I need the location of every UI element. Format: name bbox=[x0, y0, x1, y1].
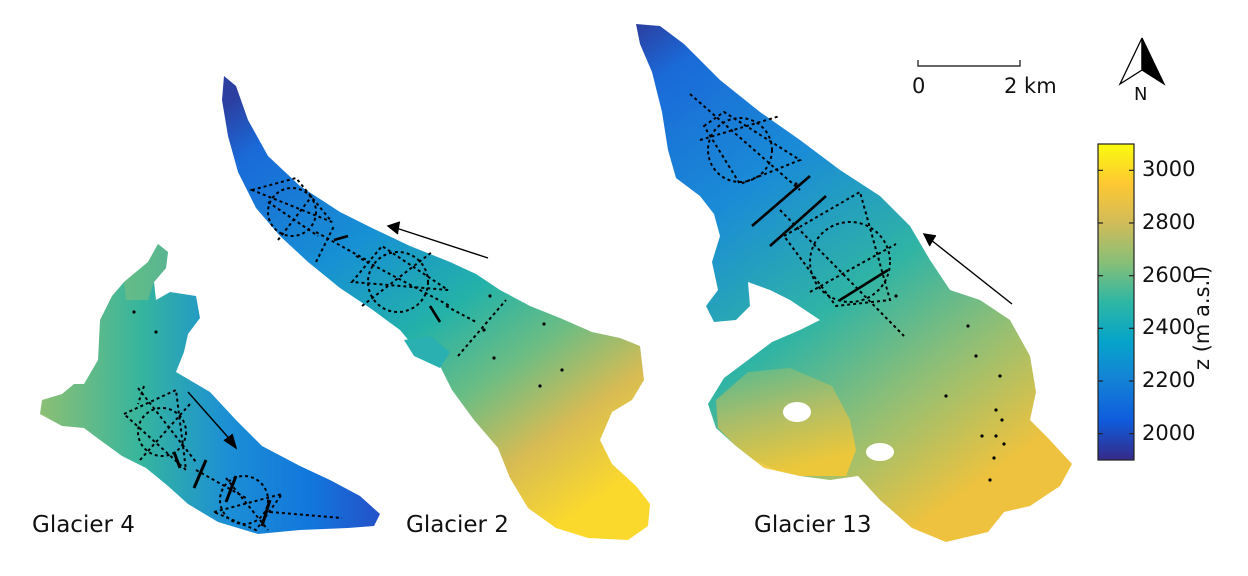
scale-bar-end-label: 2 km bbox=[1004, 74, 1057, 98]
north-arrow-icon bbox=[1118, 37, 1166, 86]
glacier-4-profile-4 bbox=[260, 499, 272, 527]
glacier-2-outline bbox=[222, 76, 650, 540]
glacier-13-outline bbox=[636, 24, 1072, 542]
glacier-4-cross-profiles bbox=[172, 451, 272, 527]
glacier-4-survey-tracks bbox=[122, 385, 343, 532]
glacier-13-survey-tracks bbox=[689, 93, 905, 337]
glacier-4-profile-2 bbox=[192, 459, 208, 489]
glacier-2-survey-tracks bbox=[248, 176, 507, 357]
glacier-13-stake-points bbox=[794, 182, 1006, 482]
glacier-2-stake-points bbox=[482, 294, 564, 388]
colorbar-ramp bbox=[1097, 143, 1135, 461]
north-arrow-label: N bbox=[1134, 84, 1148, 105]
glacier-4-label: Glacier 4 bbox=[32, 512, 135, 538]
colorbar-tick-label: 2800 bbox=[1142, 210, 1196, 234]
glacier-13-nunatak-1 bbox=[783, 402, 811, 422]
glacier-2 bbox=[222, 76, 650, 540]
glacier-2-cross-profiles bbox=[333, 234, 442, 323]
colorbar-tick-marks bbox=[1098, 169, 1134, 435]
glacier-2-side-branch bbox=[404, 336, 450, 368]
scale-bar bbox=[917, 60, 1021, 67]
glacier-13-flow-arrow bbox=[922, 233, 1013, 305]
scale-bar-start-label: 0 bbox=[912, 74, 926, 98]
glacier-4-outline bbox=[40, 244, 380, 534]
glacier-4-flow-arrow bbox=[187, 391, 238, 450]
glacier-13 bbox=[636, 24, 1072, 542]
colorbar-tick-label: 2600 bbox=[1142, 262, 1196, 287]
colorbar bbox=[1097, 143, 1135, 461]
glacier-13-cross-profiles bbox=[751, 175, 889, 302]
glacier-2-flow-arrow bbox=[386, 221, 489, 259]
colorbar-tick-label: 2400 bbox=[1142, 315, 1196, 340]
glacier-4-upper-tint bbox=[124, 244, 168, 300]
glacier-13-label: Glacier 13 bbox=[754, 512, 872, 538]
glacier-4 bbox=[40, 244, 380, 534]
glacier-13-profile-1 bbox=[751, 175, 811, 227]
glacier-4-stake-points bbox=[132, 310, 158, 334]
glacier-13-profile-2 bbox=[769, 195, 827, 247]
glacier-13-nunatak-2 bbox=[866, 443, 894, 461]
glacier-13-profile-3 bbox=[839, 268, 889, 302]
glacier-4-profile-3 bbox=[224, 475, 238, 503]
glacier-13-lower-basin bbox=[716, 368, 856, 476]
colorbar-tick-label: 3000 bbox=[1142, 157, 1196, 182]
glacier-2-profile-2 bbox=[428, 305, 442, 323]
glacier-2-profile-1 bbox=[333, 234, 349, 242]
colorbar-tick-label: 2000 bbox=[1142, 420, 1196, 445]
glacier-4-profile-1 bbox=[172, 451, 182, 469]
colorbar-title: z (m a.s.l) bbox=[1190, 265, 1214, 370]
colorbar-tick-label: 2200 bbox=[1142, 368, 1196, 392]
glacier-2-label: Glacier 2 bbox=[406, 512, 509, 538]
